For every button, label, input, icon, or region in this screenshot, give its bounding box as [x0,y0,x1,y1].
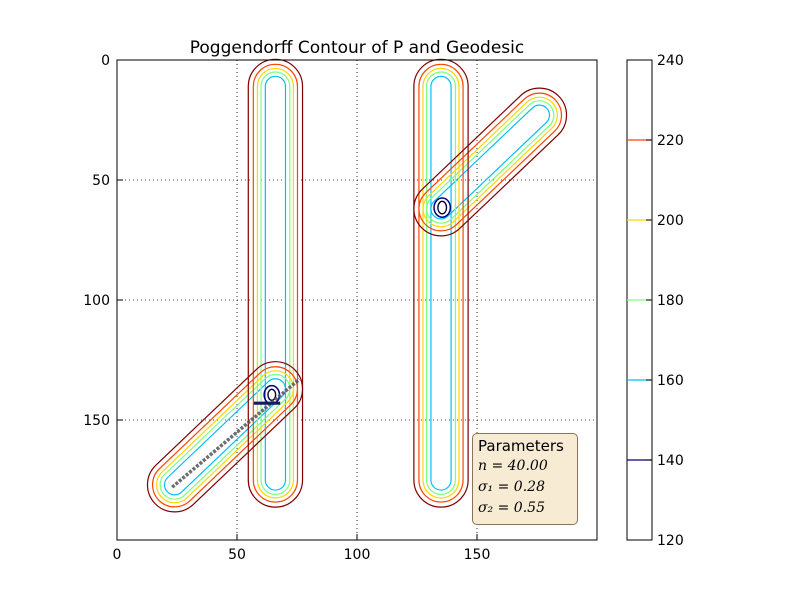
contour-min [267,388,277,402]
geodesic-line [171,377,301,489]
y-tick-label: 50 [92,173,110,189]
colorbar-tick-label: 240 [657,53,684,69]
param-sigma2: σ₂ = 0.55 [478,500,545,516]
contour-160 [264,75,287,491]
colorbar-tick-label: 200 [657,213,684,229]
contour-220 [252,63,299,503]
parameters-title: Parameters [478,437,564,455]
contour-240 [413,58,469,508]
param-n: n = 40.00 [478,458,548,474]
contour-140 [433,197,452,218]
param-sigma1: σ₁ = 0.28 [478,479,545,495]
colorbar: 120 140 160 180 200 220 240 [626,53,684,549]
contour-240 [247,58,304,508]
contour-220 [418,63,464,503]
contour-180 [260,71,291,495]
x-tick-label: 100 [344,547,371,563]
chart-title: Poggendorff Contour of P and Geodesic [190,38,524,58]
contour-240 [146,361,304,513]
contour-200 [156,370,294,504]
colorbar-tick-label: 120 [657,533,684,549]
y-tick-label: 150 [83,413,110,429]
geodesic-path [171,377,301,489]
contour-180 [426,100,555,224]
axis-ticks: 0 50 100 150 0 50 100 150 [83,53,490,563]
x-tick-label: 150 [464,547,491,563]
y-tick-label: 0 [101,53,110,69]
colorbar-tick-label: 140 [657,453,684,469]
colorbar-tick-label: 220 [657,133,684,149]
y-tick-label: 100 [83,293,110,309]
contour-220 [151,366,299,508]
colorbar-tick-label: 160 [657,373,684,389]
parameters-box: Parameters n = 40.00 σ₁ = 0.28 σ₂ = 0.55 [472,433,578,525]
grid [117,60,597,540]
contour-200 [422,67,460,499]
colorbar-tick-label: 180 [657,293,684,309]
contour-200 [256,67,294,499]
contour-160 [430,104,551,220]
contour-180 [426,71,456,495]
contour-240 [413,87,568,237]
x-tick-label: 0 [113,547,122,563]
contour-min [437,200,448,215]
contour-220 [418,92,563,232]
x-tick-label: 50 [228,547,246,563]
contour-200 [422,96,558,228]
contour-160 [430,75,452,491]
